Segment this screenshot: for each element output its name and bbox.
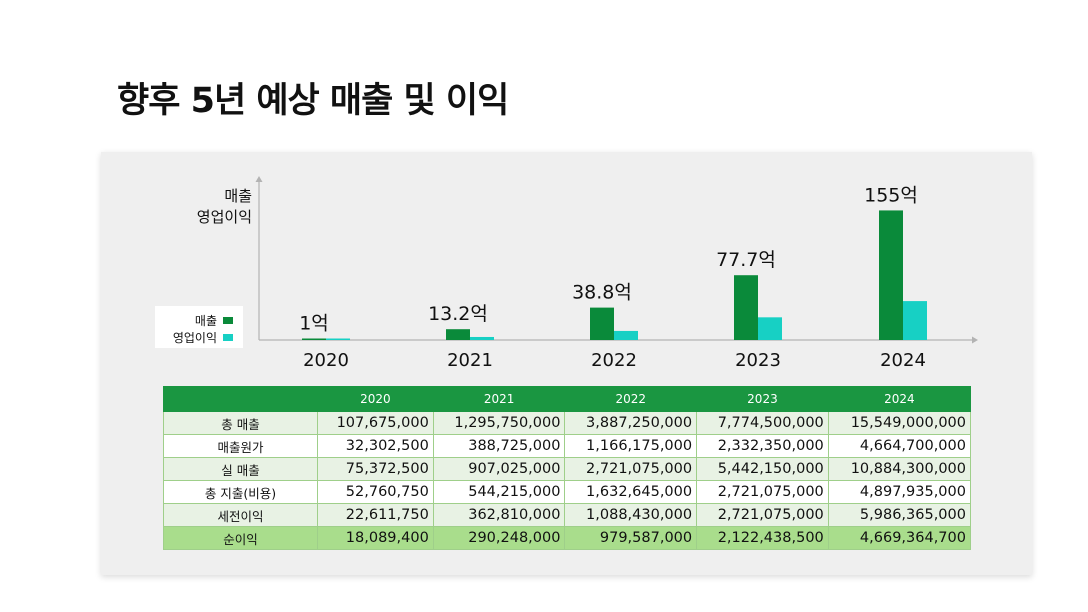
legend-swatch-operating-profit	[223, 334, 233, 341]
x-axis-arrow	[972, 336, 978, 344]
table-cell: 907,025,000	[432, 457, 566, 481]
table-cell: 3,887,250,000	[564, 411, 698, 435]
table-cell: 7,774,500,000	[696, 411, 829, 435]
row-label: 순이익	[163, 526, 318, 550]
table-header-cell: 2021	[432, 386, 566, 412]
bar-sales-2020	[302, 338, 326, 340]
table-cell: 2,332,350,000	[696, 434, 829, 458]
table-cell: 2,721,075,000	[696, 503, 829, 527]
data-label-2023: 77.7억	[716, 249, 776, 271]
table-row-pretax-profit: 세전이익 22,611,750 362,810,000 1,088,430,00…	[163, 503, 972, 527]
table-cell: 22,611,750	[317, 503, 434, 527]
bar-operating-profit-2021	[470, 336, 494, 340]
table-cell: 4,897,935,000	[827, 480, 972, 504]
table-cell: 979,587,000	[564, 526, 698, 550]
legend-label-operating-profit: 영업이익	[172, 331, 217, 345]
table-cell: 15,549,000,000	[827, 411, 972, 435]
table-cell: 290,248,000	[432, 526, 566, 550]
bar-operating-profit-2024	[903, 301, 927, 340]
table-cell: 4,664,700,000	[827, 434, 972, 458]
data-label-2021: 13.2억	[428, 303, 488, 325]
table-row-net-sales: 실 매출 75,372,500 907,025,000 2,721,075,00…	[163, 457, 972, 481]
table-cell: 5,442,150,000	[696, 457, 829, 481]
bar-sales-2024	[879, 210, 903, 340]
row-label: 총 지출(비용)	[163, 480, 318, 504]
table-row-net-profit: 순이익 18,089,400 290,248,000 979,587,000 2…	[163, 526, 972, 550]
legend-item-operating-profit: 영업이익	[173, 329, 233, 346]
table-cell: 10,884,300,000	[827, 457, 972, 481]
data-label-2024: 155억	[864, 184, 918, 206]
table-cell: 52,760,750	[317, 480, 434, 504]
x-tick-label-2021: 2021	[447, 350, 493, 371]
table-cell: 5,986,365,000	[827, 503, 972, 527]
table-header-row: 2020 2021 2022 2023 2024	[163, 386, 972, 412]
table-cell: 1,088,430,000	[564, 503, 698, 527]
table-cell: 1,295,750,000	[432, 411, 566, 435]
table-cell: 18,089,400	[317, 526, 434, 550]
table-row-total-expenses: 총 지출(비용) 52,760,750 544,215,000 1,632,64…	[163, 480, 972, 504]
row-label: 매출원가	[163, 434, 318, 458]
table-cell: 1,166,175,000	[564, 434, 698, 458]
table-cell: 4,669,364,700	[827, 526, 972, 550]
bar-operating-profit-2023	[758, 317, 782, 340]
legend-label-sales: 매출	[194, 314, 217, 328]
x-tick-label-2023: 2023	[735, 350, 781, 371]
table-cell: 2,122,438,500	[696, 526, 829, 550]
table-header-cell: 2022	[564, 386, 698, 412]
table-header-cell: 2024	[827, 386, 972, 412]
table-cell: 75,372,500	[317, 457, 434, 481]
table-row-total-sales: 총 매출 107,675,000 1,295,750,000 3,887,250…	[163, 411, 972, 435]
financial-table: 2020 2021 2022 2023 2024 총 매출 107,675,00…	[163, 386, 972, 550]
row-label: 총 매출	[163, 411, 318, 435]
row-label: 실 매출	[163, 457, 318, 481]
table-cell: 1,632,645,000	[564, 480, 698, 504]
table-header-cell: 2023	[696, 386, 829, 412]
data-label-2022: 38.8억	[572, 282, 632, 304]
table-row-cost-of-sales: 매출원가 32,302,500 388,725,000 1,166,175,00…	[163, 434, 972, 458]
table-cell: 107,675,000	[317, 411, 434, 435]
table-header-cell: 2020	[317, 386, 434, 412]
y-axis-arrow	[255, 176, 263, 182]
x-tick-label-2022: 2022	[591, 350, 637, 371]
x-tick-label-2024: 2024	[880, 350, 926, 371]
bar-operating-profit-2022	[614, 330, 638, 340]
table-cell: 2,721,075,000	[564, 457, 698, 481]
table-cell: 388,725,000	[432, 434, 566, 458]
table-cell: 2,721,075,000	[696, 480, 829, 504]
chart-legend: 매출 영업이익	[155, 306, 243, 348]
legend-item-sales: 매출	[195, 312, 233, 329]
bar-sales-2022	[590, 307, 614, 340]
table-cell: 32,302,500	[317, 434, 434, 458]
bar-sales-2021	[446, 329, 470, 340]
y-axis-label-operating-profit: 영업이익	[196, 208, 252, 226]
y-axis-label-sales: 매출	[224, 187, 252, 205]
table-cell: 544,215,000	[432, 480, 566, 504]
bar-sales-2023	[734, 275, 758, 340]
row-label: 세전이익	[163, 503, 318, 527]
page-title: 향후 5년 예상 매출 및 이익	[117, 81, 509, 121]
x-tick-label-2020: 2020	[303, 350, 349, 371]
table-cell: 362,810,000	[432, 503, 566, 527]
bar-operating-profit-2020	[326, 338, 350, 340]
table-header-cell	[163, 386, 318, 412]
data-label-2020: 1억	[299, 313, 329, 335]
legend-swatch-sales	[223, 317, 233, 324]
